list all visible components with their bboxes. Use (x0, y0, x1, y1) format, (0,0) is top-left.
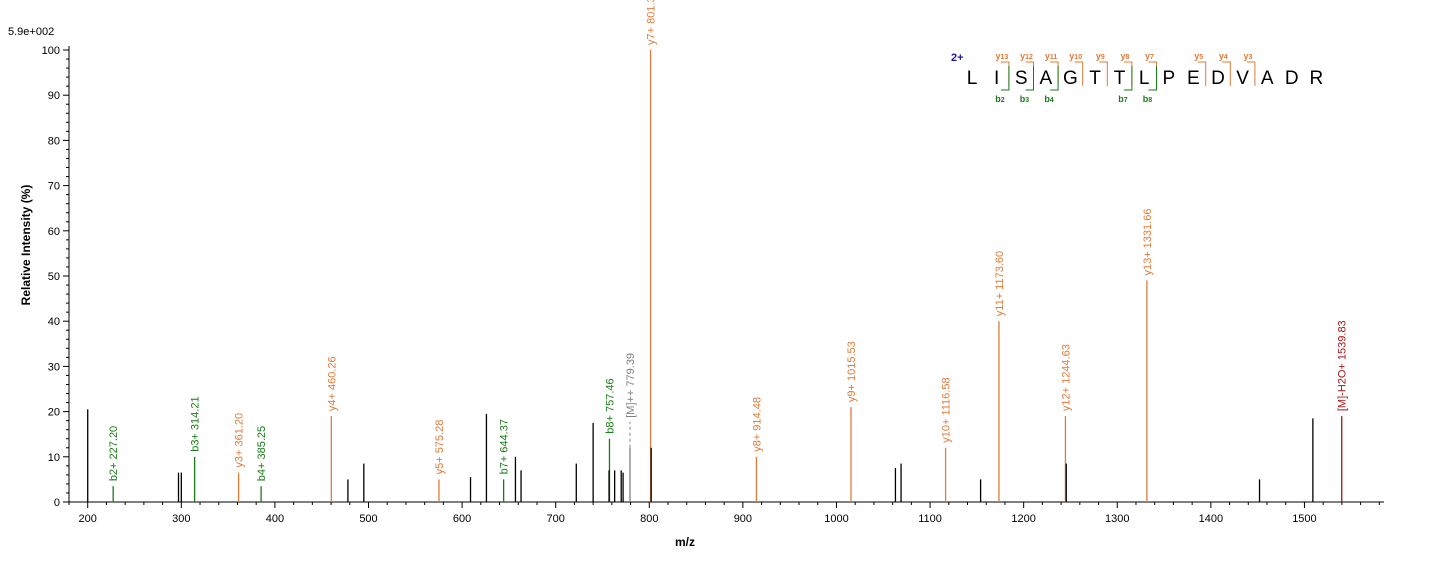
y-ion-bracket (1099, 61, 1108, 86)
peak-label: y4+ 460.26 (326, 356, 338, 411)
x-tick-label: 900 (734, 513, 752, 525)
sequence-residue: E (1187, 68, 1200, 89)
x-axis-title: m/z (675, 535, 695, 549)
peak-label: b8+ 757.46 (604, 378, 616, 433)
peak-label: [M]-H2O+ 1539.83 (1337, 320, 1349, 411)
peak-label: y3+ 361.20 (234, 413, 246, 468)
sequence-residue: P (1162, 68, 1175, 89)
sequence-residue: D (1285, 68, 1299, 89)
b-ion-bracket (1025, 66, 1034, 91)
y-tick-label: 50 (48, 271, 60, 283)
peak-label: y9+ 1015.53 (846, 341, 858, 402)
x-tick-label: 1500 (1292, 513, 1316, 525)
peak-label: y13+ 1331.66 (1142, 209, 1154, 276)
peak-label: b4+ 385.25 (256, 426, 268, 481)
x-tick-label: 200 (79, 513, 97, 525)
peak-label: y10+ 1116.58 (941, 377, 953, 442)
y-ion-tag: y5 (1194, 51, 1203, 61)
b-ion-tag: b8 (1143, 94, 1153, 104)
y-ion-tag: y3 (1243, 51, 1252, 61)
b-ion-bracket (1000, 66, 1010, 91)
y-ion-bracket (1246, 61, 1256, 86)
y-tick-label: 0 (54, 497, 60, 509)
sequence-residue: A (1261, 68, 1274, 89)
peaks-layer (87, 50, 1343, 502)
b-ion-bracket (1123, 66, 1133, 91)
y-ion-tag: y12 (1020, 51, 1033, 61)
sequence-residue: R (1310, 68, 1324, 89)
sequence-residue: L (1139, 68, 1150, 89)
peak-label: y5+ 575.28 (434, 420, 446, 475)
y-ion-bracket (1148, 61, 1157, 86)
y-tick-label: 40 (48, 316, 60, 328)
x-tick-label: 600 (453, 513, 471, 525)
b-ion-bracket (1148, 66, 1157, 91)
y-ion-tag: y8 (1120, 51, 1129, 61)
sequence-residue: T (1089, 68, 1101, 89)
peak-label: y7+ 801.39 (646, 0, 658, 45)
y-ion-bracket (1197, 61, 1207, 86)
x-tick-label: 700 (547, 513, 565, 525)
peak-label: b3+ 314.21 (190, 396, 202, 451)
y-ion-tag: y11 (1045, 51, 1058, 61)
x-tick-label: 500 (359, 513, 377, 525)
b-ion-tag: b4 (1044, 94, 1054, 104)
x-tick-label: 1000 (824, 513, 848, 525)
x-tick-label: 800 (640, 513, 658, 525)
y-tick-label: 80 (48, 135, 60, 147)
x-tick-label: 1200 (1011, 513, 1035, 525)
sequence-residue: D (1211, 68, 1225, 89)
y-tick-label: 90 (48, 90, 60, 102)
y-ion-tag: y7 (1145, 51, 1154, 61)
y-ion-bracket (1074, 61, 1084, 86)
charge-state: 2+ (951, 52, 964, 64)
y-tick-label: 100 (42, 45, 60, 57)
sequence-residue: S (1015, 68, 1028, 89)
sequence-residue: T (1114, 68, 1126, 89)
y-tick-label: 20 (48, 407, 60, 419)
y-ion-tag: y10 (1069, 51, 1082, 61)
y-tick-label: 70 (48, 181, 60, 193)
x-tick-label: 1300 (1105, 513, 1129, 525)
b-ion-tag: b7 (1118, 94, 1128, 104)
x-tick-label: 1400 (1199, 513, 1223, 525)
sequence-residue: V (1236, 68, 1249, 89)
sequence-residue: A (1039, 68, 1052, 89)
y-tick-label: 60 (48, 226, 60, 238)
y-tick-label: 10 (48, 452, 60, 464)
peak-label: b7+ 644.37 (499, 419, 511, 474)
y-ion-tag: y4 (1219, 51, 1228, 61)
max-intensity-label: 5.9e+002 (8, 26, 54, 38)
x-tick-label: 1100 (918, 513, 942, 525)
y-ion-bracket (1000, 61, 1010, 86)
peak-label: y8+ 914.48 (751, 397, 763, 452)
b-ion-bracket (1050, 66, 1059, 91)
b-ion-tag: b3 (1020, 94, 1030, 104)
sequence-residue: G (1063, 68, 1078, 89)
x-tick-label: 400 (266, 513, 284, 525)
y-ion-tag: y13 (995, 51, 1008, 61)
peak-label: y12+ 1244.63 (1060, 344, 1072, 411)
sequence-residue: L (967, 68, 978, 89)
x-tick-label: 300 (172, 513, 190, 525)
y-axis-title: Relative Intensity (%) (19, 185, 33, 306)
y-tick-label: 30 (48, 361, 60, 373)
b-ion-tag: b2 (995, 94, 1005, 104)
y-ion-bracket (1222, 61, 1231, 86)
peak-label: [M]++ 779.39 (625, 353, 637, 418)
sequence-residue: I (994, 68, 999, 89)
y-ion-tag: y9 (1096, 51, 1105, 61)
peak-labels-layer: b2+ 227.20 b3+ 314.21 y3+ 361.20 b4+ 385.25… (108, 0, 1349, 481)
peak-label: b2+ 227.20 (108, 426, 120, 481)
peak-label: y11+ 1173.60 (994, 251, 1006, 316)
axes (68, 46, 1384, 503)
axis-ticks: 200 300 400 500 600 700 800 900 1000 1100 1200 1300… (42, 45, 1380, 525)
